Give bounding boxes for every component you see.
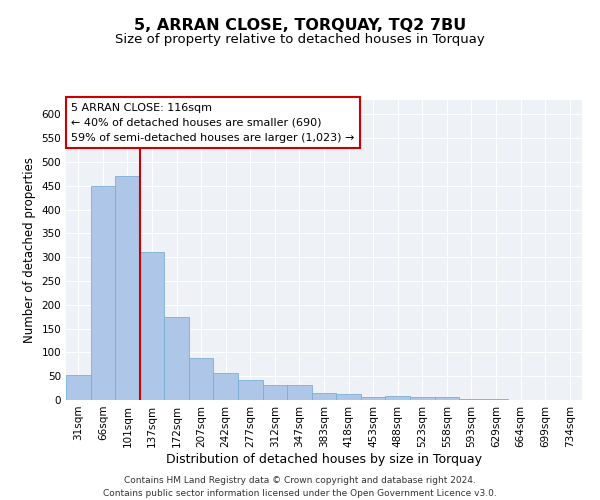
Bar: [312, 393, 336, 400]
Bar: [115, 176, 140, 400]
Bar: [287, 385, 312, 400]
Bar: [91, 186, 115, 400]
Bar: [385, 396, 410, 400]
X-axis label: Distribution of detached houses by size in Torquay: Distribution of detached houses by size …: [166, 452, 482, 466]
Text: Size of property relative to detached houses in Torquay: Size of property relative to detached ho…: [115, 32, 485, 46]
Bar: [263, 385, 287, 400]
Bar: [336, 394, 361, 400]
Bar: [459, 399, 484, 400]
Bar: [140, 252, 164, 400]
Bar: [164, 316, 189, 400]
Bar: [361, 396, 385, 400]
Bar: [66, 375, 91, 400]
Bar: [214, 373, 238, 400]
Text: Contains HM Land Registry data © Crown copyright and database right 2024.: Contains HM Land Registry data © Crown c…: [124, 476, 476, 485]
Bar: [410, 397, 434, 400]
Y-axis label: Number of detached properties: Number of detached properties: [23, 157, 36, 343]
Text: 5 ARRAN CLOSE: 116sqm
← 40% of detached houses are smaller (690)
59% of semi-det: 5 ARRAN CLOSE: 116sqm ← 40% of detached …: [71, 103, 355, 142]
Bar: [189, 358, 214, 400]
Bar: [238, 380, 263, 400]
Bar: [434, 396, 459, 400]
Text: 5, ARRAN CLOSE, TORQUAY, TQ2 7BU: 5, ARRAN CLOSE, TORQUAY, TQ2 7BU: [134, 18, 466, 32]
Text: Contains public sector information licensed under the Open Government Licence v3: Contains public sector information licen…: [103, 489, 497, 498]
Bar: [484, 399, 508, 400]
